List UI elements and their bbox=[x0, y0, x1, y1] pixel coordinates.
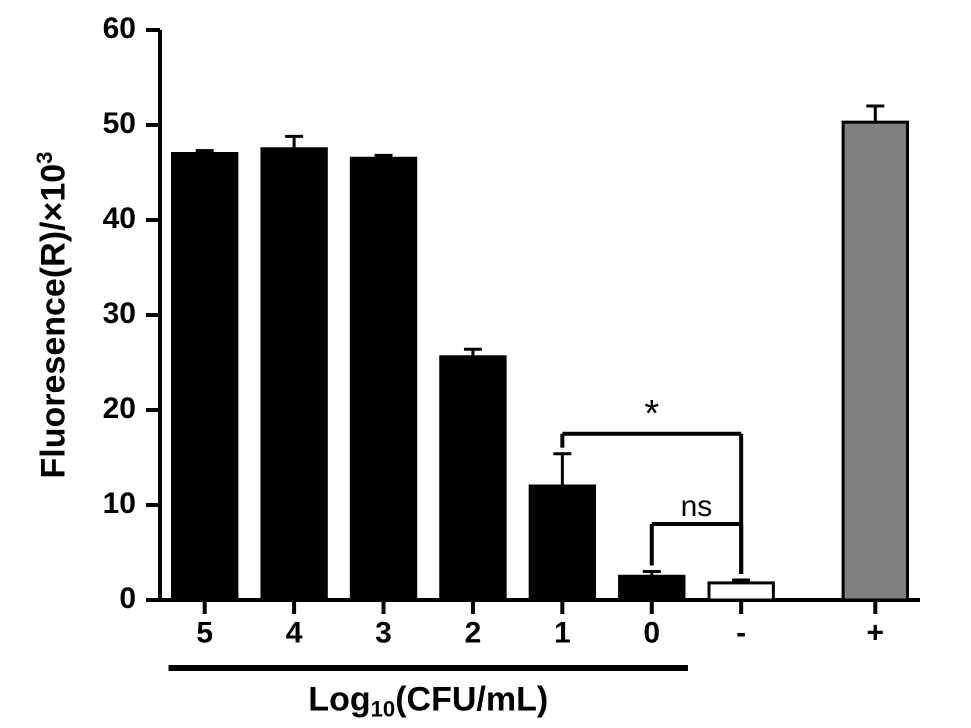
y-axis-label-text: Fluoresence(R)/×10 bbox=[34, 164, 72, 479]
chart-svg: 0102030405060543210-+Log10(CFU/mL)*ns bbox=[0, 0, 971, 728]
x-tick-label: 4 bbox=[286, 617, 303, 650]
bar bbox=[262, 149, 326, 600]
y-tick-label: 40 bbox=[103, 202, 136, 235]
y-axis-label: Fluoresence(R)/×103 bbox=[32, 152, 73, 479]
significance-label: ns bbox=[681, 490, 713, 523]
bar bbox=[173, 154, 237, 601]
x-tick-label: 1 bbox=[554, 617, 571, 650]
y-axis-label-sup: 3 bbox=[32, 152, 57, 164]
x-tick-label: 5 bbox=[196, 617, 213, 650]
y-tick-label: 0 bbox=[119, 582, 136, 615]
chart-container: Fluoresence(R)/×103 0102030405060543210-… bbox=[0, 0, 971, 728]
x-tick-label: 0 bbox=[643, 617, 660, 650]
x-tick-label: + bbox=[867, 617, 885, 650]
x-tick-label: - bbox=[736, 617, 746, 650]
bar bbox=[441, 357, 505, 600]
bar bbox=[620, 576, 684, 600]
x-tick-label: 2 bbox=[465, 617, 482, 650]
x-axis-label: Log10(CFU/mL) bbox=[308, 681, 548, 722]
x-tick-label: 3 bbox=[375, 617, 392, 650]
y-tick-label: 30 bbox=[103, 297, 136, 330]
y-tick-label: 20 bbox=[103, 392, 136, 425]
bar bbox=[843, 122, 907, 600]
bar bbox=[530, 486, 594, 600]
bar bbox=[709, 583, 773, 600]
bar bbox=[351, 158, 415, 600]
significance-label: * bbox=[644, 393, 659, 435]
y-tick-label: 50 bbox=[103, 107, 136, 140]
y-tick-label: 60 bbox=[103, 12, 136, 45]
y-tick-label: 10 bbox=[103, 487, 136, 520]
